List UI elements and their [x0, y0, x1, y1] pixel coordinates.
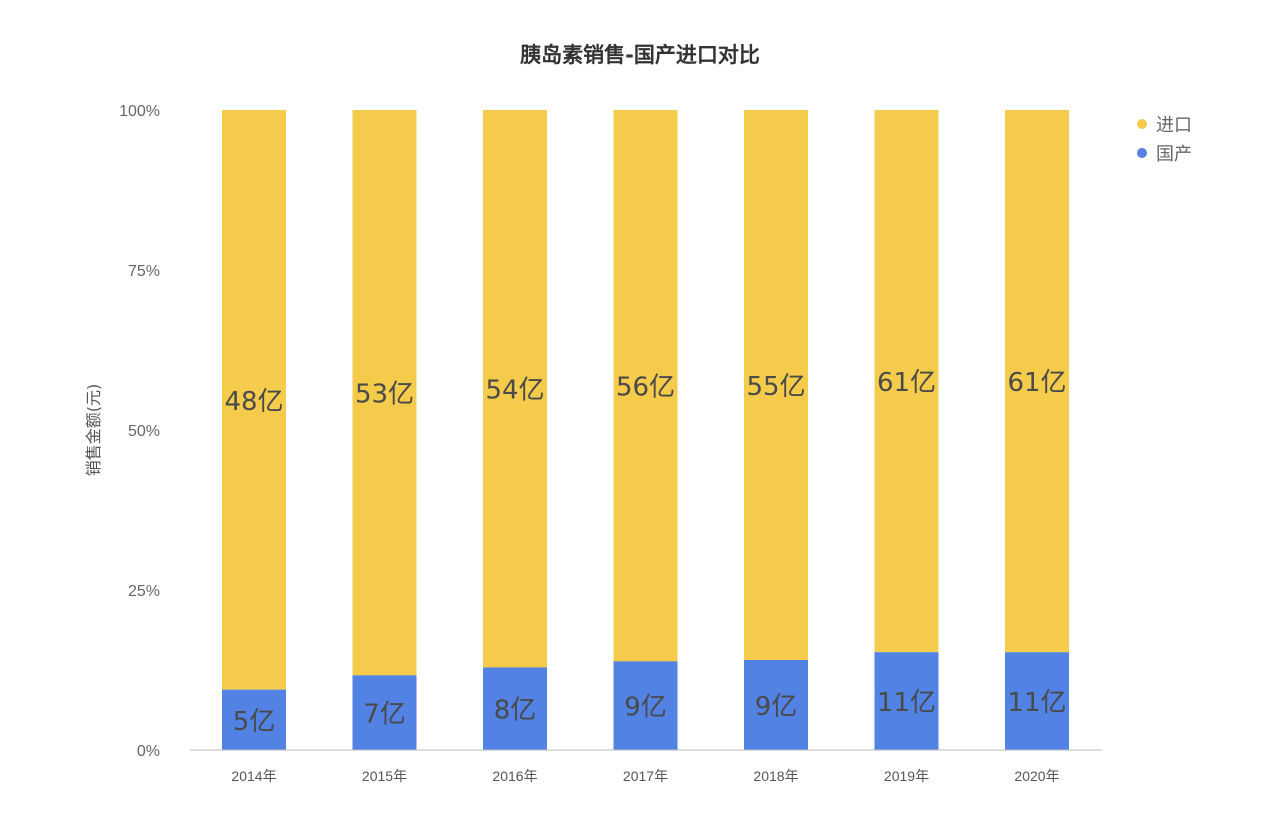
y-tick-label: 50%: [128, 423, 160, 440]
data-label-imported: 54亿: [485, 376, 544, 406]
bar-domestic-2019年: [874, 652, 939, 750]
y-tick-label: 25%: [128, 583, 160, 600]
y-tick-label: 75%: [128, 263, 160, 280]
x-tick-label: 2019年: [884, 768, 929, 784]
chart-title: 胰岛素销售-国产进口对比: [520, 43, 760, 67]
bar-domestic-2015年: [352, 675, 417, 750]
x-tick-label: 2017年: [623, 768, 668, 784]
data-label-imported: 61亿: [877, 368, 936, 398]
x-tick-label: 2018年: [753, 768, 798, 784]
bar-imported-2016年: [483, 110, 547, 668]
bar-domestic-2016年: [483, 667, 547, 750]
bar-domestic-2018年: [744, 660, 808, 750]
x-tick-label: 2014年: [231, 768, 276, 784]
bar-imported-2014年: [222, 110, 286, 690]
x-axis-ticks: 2014年 2015年 2016年 2017年 2018年 2019年 2020年: [231, 768, 1059, 784]
y-tick-label: 0%: [137, 743, 160, 760]
data-label-domestic: 11亿: [877, 688, 936, 718]
x-tick-label: 2016年: [492, 768, 537, 784]
x-tick-label: 2015年: [362, 768, 407, 784]
data-label-domestic: 5亿: [233, 707, 276, 737]
legend-label: 国产: [1156, 144, 1192, 165]
bar-domestic-2014年: [222, 689, 286, 750]
bar-imported-2020年: [1005, 110, 1069, 653]
data-label-imported: 55亿: [746, 372, 805, 402]
data-label-imported: 48亿: [224, 387, 283, 417]
data-label-domestic: 9亿: [624, 693, 667, 723]
data-label-domestic: 11亿: [1007, 688, 1066, 718]
legend-marker: [1137, 119, 1147, 129]
bar-labels-group: 48亿 5亿 53亿 7亿 54亿 8亿 56亿 9亿 55亿 9亿 61亿 11亿 61亿 11亿: [224, 368, 1066, 737]
data-label-imported: 53亿: [355, 380, 414, 410]
data-label-domestic: 8亿: [494, 696, 537, 726]
data-label-domestic: 9亿: [755, 692, 798, 722]
bar-imported-2019年: [874, 110, 939, 653]
bar-imported-2017年: [613, 110, 678, 662]
legend-label: 进口: [1156, 115, 1192, 136]
y-axis-label: 销售金额(元): [84, 384, 103, 477]
x-tick-label: 2020年: [1014, 768, 1059, 784]
y-axis-ticks: 0% 25% 50% 75% 100%: [119, 103, 160, 760]
data-label-imported: 56亿: [616, 373, 675, 403]
y-tick-label: 100%: [119, 103, 160, 120]
data-label-domestic: 7亿: [363, 700, 406, 730]
bar-imported-2018年: [744, 110, 808, 660]
bar-imported-2015年: [352, 110, 417, 676]
bar-domestic-2020年: [1005, 652, 1069, 750]
bar-domestic-2017年: [613, 661, 678, 750]
data-label-imported: 61亿: [1007, 368, 1066, 398]
bars-group: [222, 110, 1069, 750]
legend-marker: [1137, 148, 1147, 158]
